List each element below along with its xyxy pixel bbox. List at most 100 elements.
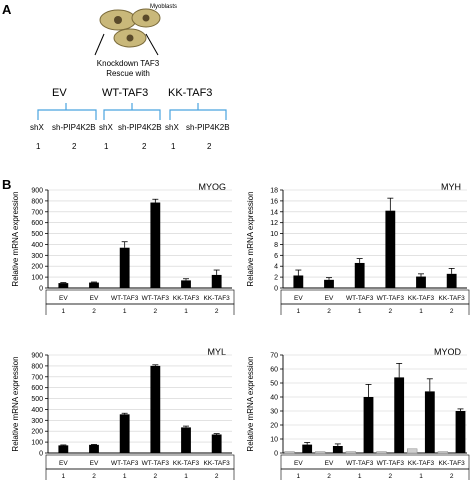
wt-shpip-label: sh-PIP4K2B	[118, 123, 162, 132]
y-tick-label: 900	[31, 353, 43, 360]
x-number-label: 1	[297, 308, 301, 315]
x-category-label: KK-TAF3	[173, 460, 200, 467]
bar	[446, 273, 457, 288]
connector-line-left	[94, 33, 105, 56]
kk-shx-label: shX	[165, 123, 179, 132]
x-category-label: WT-TAF3	[346, 460, 374, 467]
y-tick-label: 10	[270, 231, 278, 238]
x-number-label: 2	[215, 473, 219, 480]
y-tick-label: 800	[31, 363, 43, 370]
bar	[58, 445, 69, 453]
bar	[385, 210, 396, 288]
bracket-kk	[169, 103, 227, 120]
x-number-label: 1	[62, 473, 66, 480]
y-tick-label: 0	[39, 451, 43, 458]
y-tick-label: 100	[31, 275, 43, 282]
control-bar	[407, 448, 418, 454]
y-tick-label: 0	[274, 286, 278, 293]
x-category-label: EV	[90, 460, 99, 467]
x-number-label: 2	[450, 473, 454, 480]
y-tick-label: 500	[31, 396, 43, 403]
control-bar	[315, 451, 326, 454]
x-number-label: 2	[327, 473, 331, 480]
chart-title: MYL	[207, 347, 226, 357]
y-tick-label: 50	[270, 381, 278, 388]
panel-a-label: A	[2, 2, 12, 17]
x-number-label: 2	[389, 308, 393, 315]
number-label-box	[45, 303, 235, 315]
y-tick-label: 70	[270, 353, 278, 360]
y-tick-label: 900	[31, 188, 43, 195]
control-bar	[437, 451, 448, 454]
bar	[332, 446, 343, 453]
x-number-label: 2	[92, 473, 96, 480]
wt-num-1: 1	[104, 142, 109, 151]
y-tick-label: 16	[270, 198, 278, 205]
ev-num-2: 2	[72, 142, 77, 151]
x-category-label: KK-TAF3	[408, 295, 435, 302]
y-axis-label: Relative mRNA expression	[246, 356, 255, 451]
chart-myl: MYL Relative mRNA expression 0 100 200 300 400…	[11, 347, 235, 480]
y-axis-label: Relative mRNA expression	[11, 356, 20, 451]
bar	[354, 262, 365, 288]
y-tick-label: 200	[31, 429, 43, 436]
bar	[150, 365, 161, 453]
bar	[302, 444, 313, 453]
y-tick-label: 14	[270, 209, 278, 216]
bar	[119, 247, 130, 288]
y-tick-label: 400	[31, 407, 43, 414]
bar	[150, 202, 161, 288]
number-label-box	[280, 303, 470, 315]
bar	[58, 283, 69, 288]
wt-num-2: 2	[142, 142, 147, 151]
x-category-label: EV	[325, 460, 334, 467]
x-number-label: 2	[450, 308, 454, 315]
group-kk-label: KK-TAF3	[168, 87, 212, 99]
x-category-label: WT-TAF3	[111, 460, 139, 467]
y-tick-label: 100	[31, 440, 43, 447]
x-number-label: 1	[123, 473, 127, 480]
bar	[363, 397, 374, 453]
ev-shx-label: shX	[30, 123, 44, 132]
x-category-label: EV	[59, 460, 68, 467]
bar	[181, 427, 191, 453]
chart-title: MYH	[441, 182, 461, 192]
control-bar	[345, 451, 356, 454]
x-category-label: KK-TAF3	[204, 295, 231, 302]
number-label-box	[280, 468, 470, 480]
x-category-label: WT-TAF3	[377, 460, 405, 467]
x-number-label: 1	[419, 308, 423, 315]
y-tick-label: 700	[31, 209, 43, 216]
x-category-label: KK-TAF3	[439, 295, 466, 302]
bar	[181, 280, 191, 288]
y-tick-label: 2	[274, 275, 278, 282]
y-tick-label: 300	[31, 418, 43, 425]
control-bar	[284, 451, 295, 454]
x-number-label: 1	[184, 473, 188, 480]
bar	[89, 444, 99, 453]
myoblast-cells-icon	[99, 8, 161, 48]
y-tick-label: 300	[31, 253, 43, 260]
y-tick-label: 0	[274, 451, 278, 458]
x-number-label: 1	[358, 308, 362, 315]
x-number-label: 2	[154, 308, 158, 315]
bar	[455, 411, 466, 453]
x-category-label: KK-TAF3	[204, 460, 231, 467]
x-number-label: 2	[154, 473, 158, 480]
y-tick-label: 600	[31, 385, 43, 392]
x-category-label: EV	[325, 295, 334, 302]
x-number-label: 1	[358, 473, 362, 480]
y-tick-label: 40	[270, 395, 278, 402]
x-category-label: WT-TAF3	[111, 295, 139, 302]
y-axis-label: Relative mRNA expression	[11, 191, 20, 286]
chart-myod: MYOD Relative mRNA expression 0 10 20 30 40 50 6…	[246, 347, 470, 480]
control-bar	[376, 451, 387, 454]
x-number-label: 2	[215, 308, 219, 315]
panel-b-label: B	[2, 177, 12, 192]
x-number-label: 1	[62, 308, 66, 315]
chart-myog: MYOG Relative mRNA expression 0 100 200 300 40…	[11, 182, 235, 315]
schematic-diagram: Myoblasts Knockdown TAF3 Rescue with EV …	[30, 4, 230, 151]
x-category-label: WT-TAF3	[142, 295, 170, 302]
y-tick-label: 0	[39, 286, 43, 293]
kk-shpip-label: sh-PIP4K2B	[186, 123, 230, 132]
